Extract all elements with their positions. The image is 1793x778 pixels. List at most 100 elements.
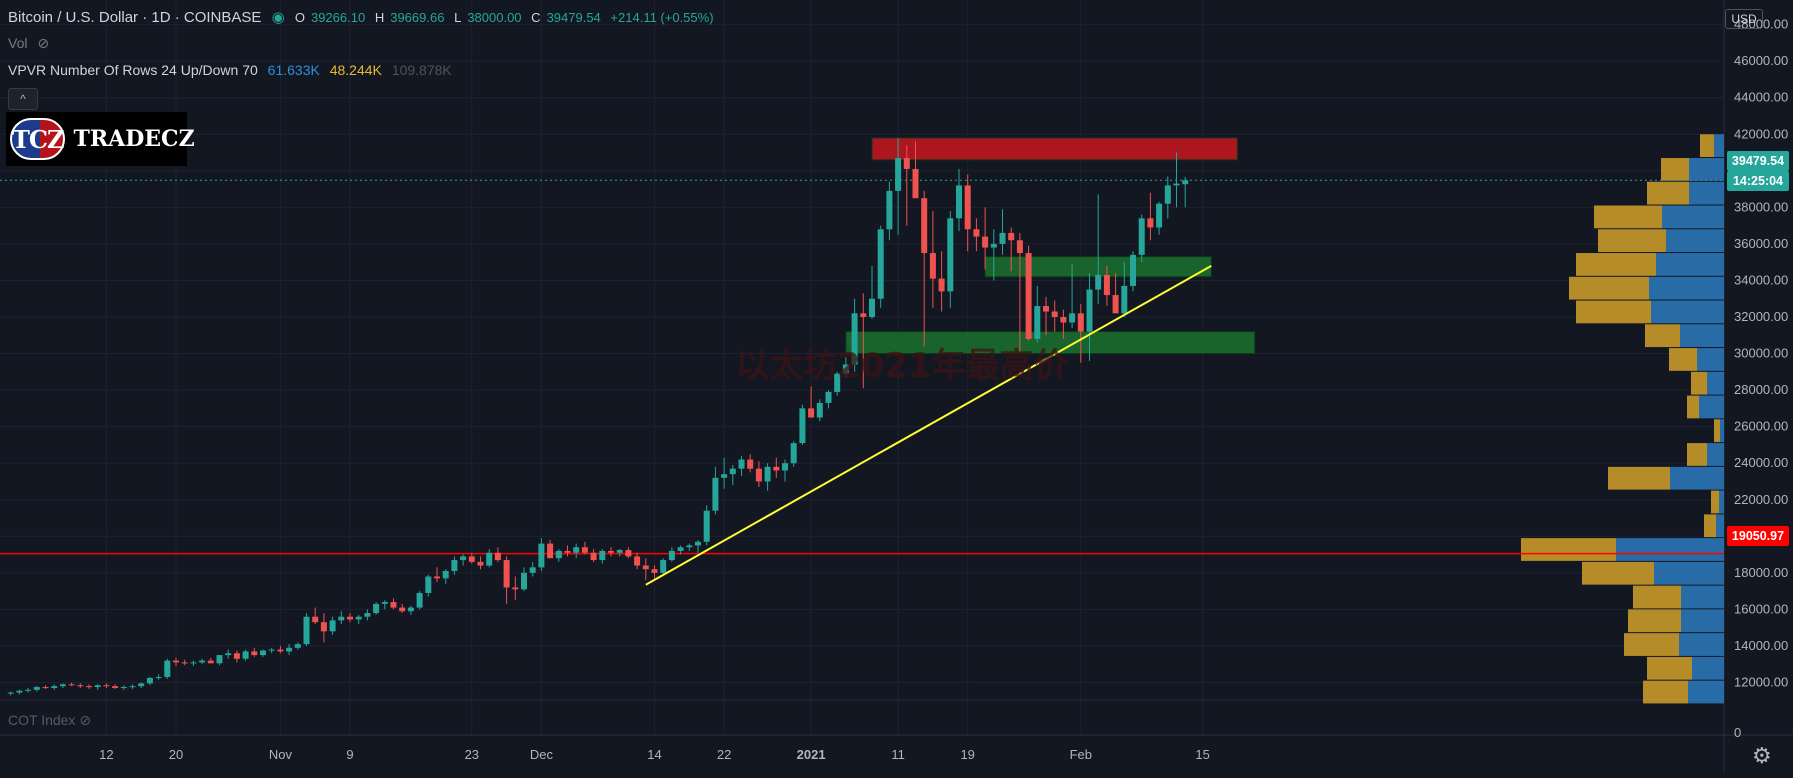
candle-down [773, 466, 780, 471]
candle-up [451, 560, 458, 572]
currency-button[interactable]: USD [1725, 9, 1763, 29]
candle-up [764, 466, 771, 482]
cot-index-legend[interactable]: COT Index ⊘ [8, 712, 91, 729]
volume-profile-up-bar [1707, 443, 1724, 466]
candle-up [442, 571, 449, 579]
x-tick-label: 9 [346, 747, 353, 762]
candle-down [1051, 311, 1058, 317]
volume-profile-up-bar [1719, 490, 1724, 514]
ohlc-close: 39479.54 [546, 10, 601, 25]
candle-up [460, 556, 467, 561]
trend-line[interactable] [645, 264, 1212, 586]
resistance-zone[interactable] [871, 137, 1238, 161]
volume-profile-up-bar [1720, 419, 1724, 443]
symbol-legend[interactable]: Bitcoin / U.S. Dollar · 1D · COINBASE ◉ … [8, 8, 726, 26]
support-zone[interactable] [845, 331, 1256, 355]
candle-down [903, 158, 910, 169]
gear-icon[interactable]: ⚙ [1752, 743, 1772, 768]
candle-down [277, 649, 284, 652]
y-tick-label: 38000.00 [1734, 199, 1788, 214]
ohlc-open-label: O [294, 10, 305, 25]
volume-profile-up-bar [1656, 253, 1724, 276]
y-tick-label: 24000.00 [1734, 455, 1788, 470]
volume-profile-up-bar [1681, 609, 1724, 633]
candle-down [512, 587, 519, 590]
candle-up [1173, 183, 1180, 186]
candle-up [25, 689, 32, 691]
candle-up [1182, 180, 1189, 185]
candle-up [799, 408, 806, 444]
vpvr-legend[interactable]: VPVR Number Of Rows 24 Up/Down 70 61.633… [8, 62, 458, 78]
volume-profile-up-bar [1616, 538, 1724, 561]
y-tick-label: 12000.00 [1734, 675, 1788, 690]
volume-profile-down-bar [1691, 371, 1707, 395]
volume-profile-up-bar [1692, 656, 1724, 680]
candle-up [695, 541, 701, 546]
eye-hidden-icon[interactable]: ⊘ [37, 35, 50, 51]
ohlc-high-label: H [374, 10, 385, 25]
eye-hidden-icon[interactable]: ⊘ [79, 712, 92, 728]
x-tick-label: Dec [530, 747, 554, 762]
volume-profile-up-bar [1651, 300, 1724, 324]
candle-up [407, 607, 414, 612]
candle-down [112, 686, 119, 688]
volume-profile-down-bar [1711, 490, 1719, 514]
candle-down [625, 550, 632, 557]
candle-down [251, 651, 258, 656]
candle-up [895, 158, 902, 191]
ohlc-low-label: L [454, 10, 462, 25]
candle-down [564, 550, 571, 553]
volume-profile-up-bar [1649, 276, 1724, 300]
candle-up [1095, 274, 1102, 290]
x-tick-label: 20 [169, 747, 183, 762]
candle-down [1008, 232, 1015, 241]
status-dot-icon: ◉ [271, 9, 285, 26]
volume-legend[interactable]: Vol ⊘ [8, 35, 55, 52]
volume-profile-up-bar [1689, 158, 1724, 181]
candle-down [808, 408, 815, 418]
candle-down [590, 552, 597, 561]
symbol-title[interactable]: Bitcoin / U.S. Dollar · 1D · COINBASE [8, 9, 262, 26]
candle-up [120, 687, 127, 689]
candle-up [59, 684, 66, 687]
candle-up [7, 692, 14, 694]
candle-up [1156, 203, 1163, 228]
ohlc-values: O 39266.10 H 39669.66 L 38000.00 C 39479.54 … [295, 10, 720, 25]
candle-down [634, 556, 641, 566]
candle-up [94, 685, 101, 688]
candle-up [521, 572, 527, 590]
x-tick-label: 22 [717, 747, 731, 762]
y-tick-label: 44000.00 [1734, 90, 1788, 105]
ohlc-high: 39669.66 [390, 10, 445, 25]
candle-up [16, 690, 23, 693]
candle-down [547, 543, 554, 559]
volume-profile-down-bar [1687, 395, 1699, 419]
candle-up [373, 603, 380, 614]
x-tick-label: 14 [647, 747, 661, 762]
cot-axis-label: 0 [1734, 725, 1741, 740]
volume-profile-down-bar [1624, 633, 1679, 656]
candle-down [938, 278, 945, 292]
candle-down [477, 561, 484, 566]
y-tick-label: 26000.00 [1734, 419, 1788, 434]
candle-down [912, 168, 919, 199]
y-tick-label: 22000.00 [1734, 492, 1788, 507]
collapse-legend-button[interactable]: ^ [8, 88, 38, 110]
candle-up [869, 298, 875, 317]
y-tick-label: 28000.00 [1734, 382, 1788, 397]
candle-up [616, 550, 623, 553]
candle-up [33, 687, 40, 690]
candle-down [399, 607, 406, 612]
x-tick-label: 11 [891, 747, 905, 762]
candle-down [312, 616, 319, 623]
volume-profile-down-bar [1714, 419, 1720, 443]
last-price-tag: 39479.54 [1727, 151, 1789, 171]
volume-profile-down-bar [1704, 514, 1716, 538]
candle-up [555, 550, 562, 559]
candle-down [173, 660, 179, 663]
logo-text: TRADECZ [73, 126, 195, 152]
candle-down [207, 660, 214, 664]
candle-up [355, 616, 362, 620]
